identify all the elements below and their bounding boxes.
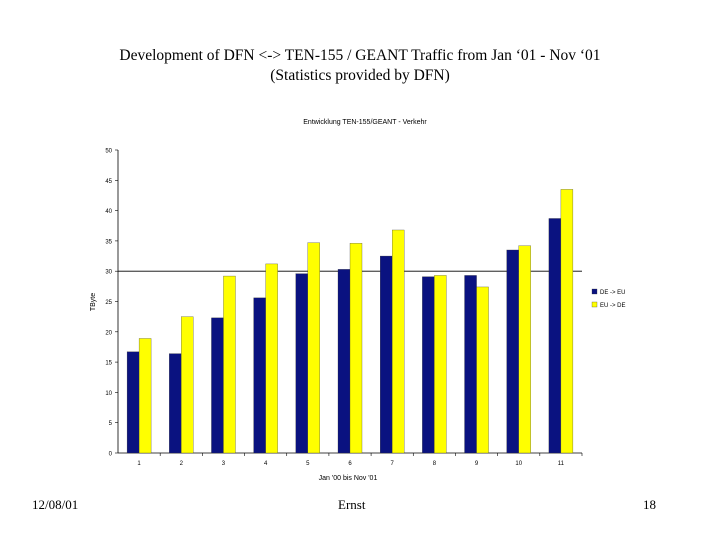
bar-de-eu	[126, 351, 140, 454]
x-tick-label: 11	[558, 461, 565, 467]
x-tick-label: 5	[306, 461, 310, 467]
footer-page-number: 18	[643, 497, 656, 512]
slide-subtitle: (Statistics provided by DFN)	[270, 67, 450, 84]
slide-title: Development of DFN <-> TEN-155 / GEANT T…	[119, 47, 601, 64]
y-tick-label: 10	[105, 391, 112, 397]
bar-de-eu	[380, 255, 393, 454]
x-tick-label: 1	[137, 461, 141, 467]
footer-date: 12/08/01	[32, 497, 79, 512]
y-tick-label: 25	[105, 300, 112, 306]
x-tick-label: 2	[180, 461, 184, 467]
y-tick-label: 0	[109, 452, 113, 458]
x-tick-label: 7	[391, 461, 395, 467]
bar-de-eu	[506, 249, 519, 454]
bar-eu-de	[518, 245, 531, 454]
x-tick-label: 10	[515, 461, 522, 467]
bar-eu-de	[307, 242, 320, 454]
bar-de-eu	[422, 276, 435, 454]
bar-de-eu	[464, 275, 477, 454]
bar-de-eu	[295, 273, 308, 454]
x-tick-label: 9	[475, 461, 479, 467]
bar-de-eu	[337, 269, 351, 454]
x-tick-label: 6	[348, 461, 352, 467]
legend-label: DE -> EU	[600, 290, 626, 296]
y-tick-label: 15	[105, 361, 112, 367]
bar-de-eu	[169, 353, 182, 454]
bar-de-eu	[253, 297, 266, 454]
bar-eu-de	[181, 316, 194, 454]
bar-eu-de	[349, 243, 363, 454]
legend: DE -> EU EU -> DE	[591, 288, 626, 309]
x-tick-label: 4	[264, 461, 268, 467]
x-tick-label: 8	[433, 461, 437, 467]
bar-de-eu	[211, 317, 224, 454]
y-tick-label: 5	[109, 421, 113, 427]
y-tick-label: 20	[105, 330, 112, 336]
bar-de-eu	[548, 218, 562, 454]
bar-eu-de	[476, 286, 489, 454]
bar-eu-de	[265, 263, 278, 454]
bar-eu-de	[434, 275, 447, 454]
bar-eu-de	[560, 189, 574, 454]
bar-eu-de	[392, 229, 405, 454]
x-axis-label: Jan '00 bis Nov '01	[319, 475, 378, 482]
legend-swatch	[591, 288, 598, 295]
legend-swatch	[591, 301, 598, 308]
y-tick-label: 50	[105, 149, 112, 155]
y-tick-label: 45	[105, 179, 112, 185]
bar-eu-de	[223, 275, 236, 454]
y-tick-label: 30	[105, 270, 112, 276]
footer-author: Ernst	[338, 497, 366, 512]
legend-label: EU -> DE	[600, 303, 626, 309]
y-tick-label: 35	[105, 239, 112, 245]
y-axis-label: TByte	[90, 293, 97, 311]
bar-eu-de	[138, 338, 152, 454]
chart-title: Entwicklung TEN-155/GEANT - Verkehr	[303, 119, 427, 126]
y-tick-label: 40	[105, 209, 112, 215]
x-tick-label: 3	[222, 461, 226, 467]
